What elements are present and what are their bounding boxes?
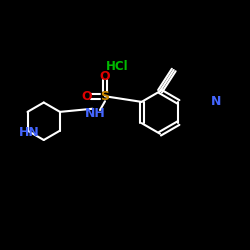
Text: HCl: HCl (106, 60, 129, 73)
Text: O: O (81, 90, 92, 103)
Text: N: N (211, 95, 222, 108)
Text: NH: NH (84, 107, 105, 120)
Text: O: O (100, 70, 110, 83)
Text: HN: HN (18, 126, 39, 139)
Text: S: S (100, 90, 110, 103)
